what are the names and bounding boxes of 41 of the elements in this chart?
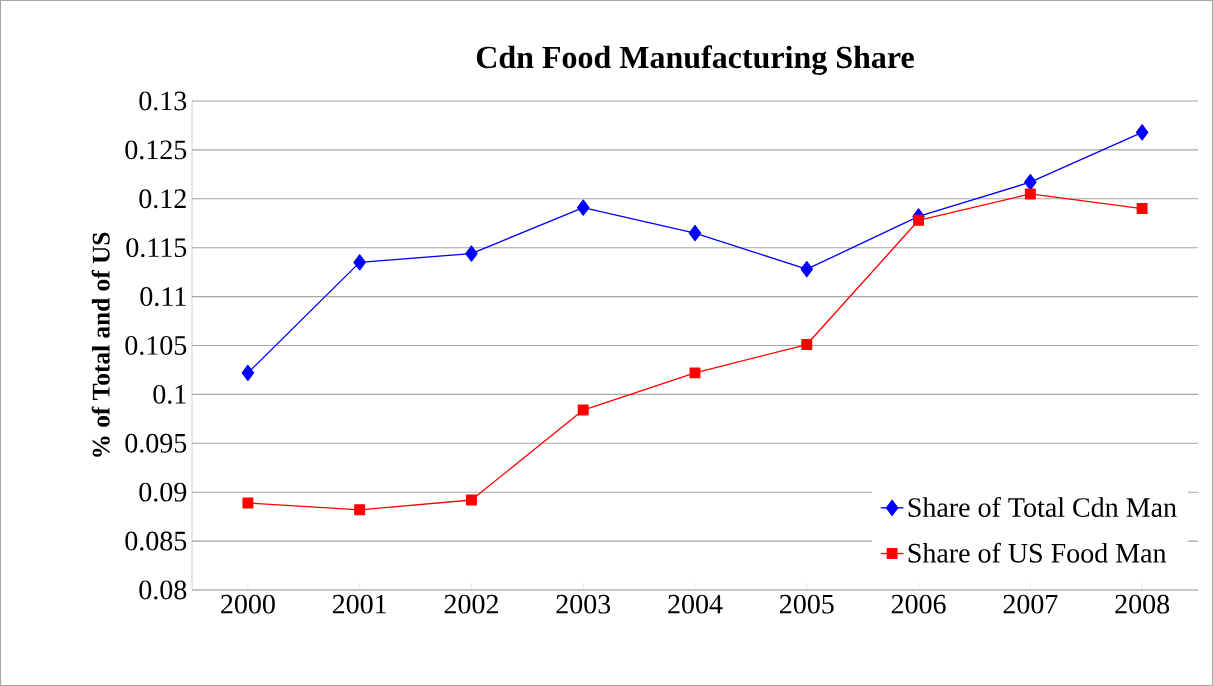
y-tick-label: 0.105 <box>125 336 187 356</box>
point <box>465 494 477 506</box>
y-axis-title: % of Total and of US <box>91 232 110 457</box>
point <box>577 404 589 416</box>
x-tick-label: 2004 <box>668 594 723 614</box>
point <box>913 214 925 226</box>
point <box>688 224 702 242</box>
x-tick-label: 2002 <box>444 594 498 614</box>
y-tick-label: 0.08 <box>139 580 187 600</box>
y-tick-label: 0.09 <box>139 482 187 502</box>
x-tick-label: 2000 <box>221 594 275 614</box>
y-tick-label: 0.095 <box>125 433 187 453</box>
y-tick-label: 0.125 <box>125 140 187 160</box>
point <box>576 199 590 216</box>
x-tick-label: 2006 <box>891 594 946 614</box>
x-tick-label: 2001 <box>332 594 386 614</box>
y-tick-label: 0.085 <box>125 531 187 551</box>
point <box>353 254 366 271</box>
point <box>1024 174 1037 191</box>
point <box>1024 188 1036 200</box>
chart-title: Cdn Food Manufacturing Share <box>476 45 914 75</box>
point <box>465 245 478 262</box>
point <box>800 261 814 278</box>
y-tick-label: 0.115 <box>126 238 187 258</box>
legend-label: Share of US Food Man <box>908 542 1167 563</box>
y-tick-label: 0.11 <box>140 287 186 307</box>
x-tick-label: 2003 <box>556 594 611 614</box>
x-tick-label: 2008 <box>1115 594 1170 614</box>
y-tick-label: 0.13 <box>139 91 187 111</box>
point <box>1136 203 1148 215</box>
point <box>242 497 254 509</box>
point <box>689 367 701 379</box>
legend-label: Share of Total Cdn Man <box>908 496 1177 517</box>
point <box>354 504 366 516</box>
x-tick-label: 2007 <box>1003 594 1058 614</box>
point <box>1135 124 1149 141</box>
point <box>801 339 813 350</box>
y-tick-label: 0.1 <box>153 384 186 404</box>
y-tick-label: 0.12 <box>139 189 186 209</box>
point <box>241 364 255 382</box>
x-tick-label: 2005 <box>780 594 834 614</box>
